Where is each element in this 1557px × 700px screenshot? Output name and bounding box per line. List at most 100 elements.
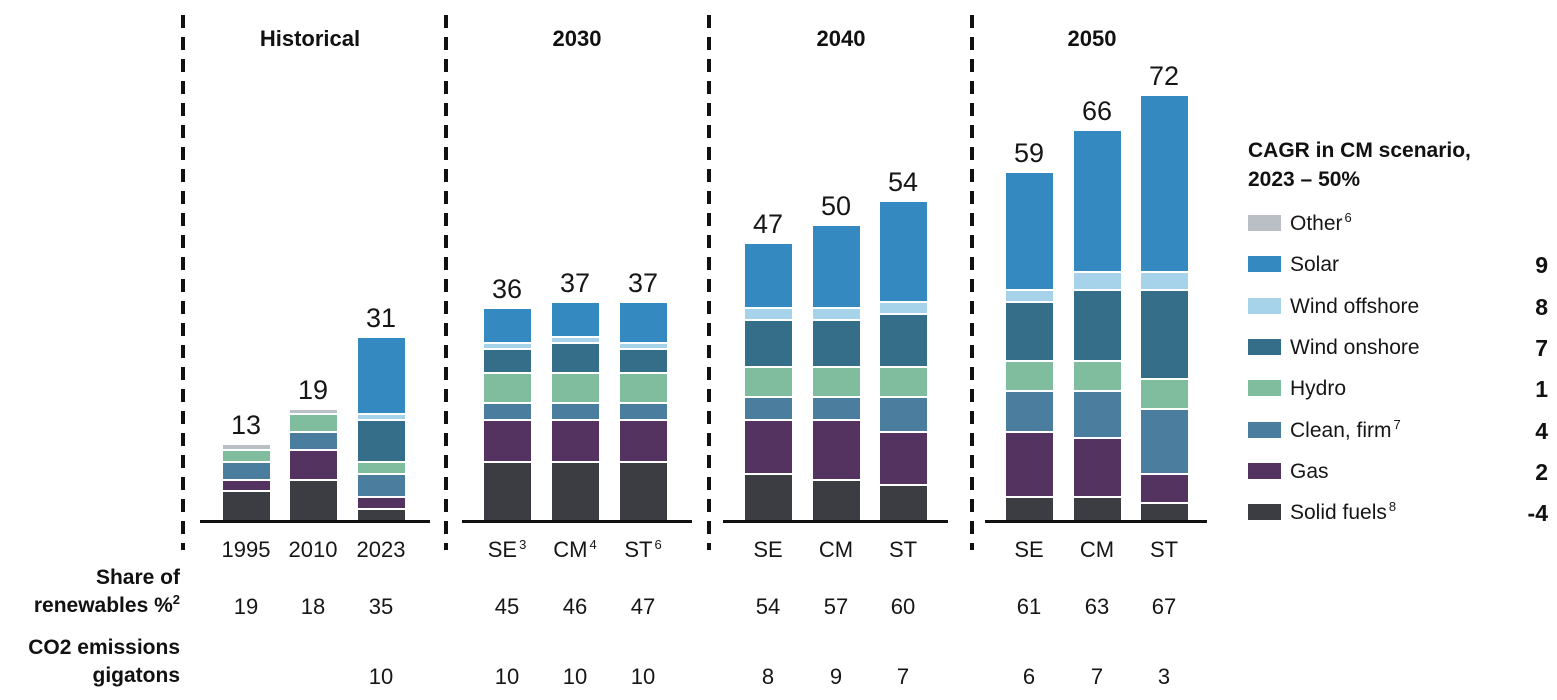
x-tick-label: ST [858, 537, 948, 563]
bar-segment-solid-fuels [812, 480, 860, 520]
bar-segment-solid-fuels [879, 486, 927, 520]
bar-segment-solar [1073, 131, 1121, 272]
axis-line-2040 [723, 520, 948, 523]
bar-segment-wind-onshore [357, 421, 405, 461]
co2-value: 7 [1090, 664, 1104, 689]
bar-segment-hydro [483, 374, 531, 402]
renewables-value: 60 [890, 594, 916, 619]
bar-segment-solid-fuels [222, 492, 270, 520]
legend-cagr-value-wind-offshore: 8 [1535, 293, 1548, 320]
x-tick-label: SE 3 [462, 537, 552, 563]
bar-total-label: 66 [1081, 96, 1113, 127]
label-text: Solid fuels [1290, 501, 1387, 525]
legend-cagr-value-wind-onshore: 7 [1535, 334, 1548, 361]
group-header-historical: Historical [259, 26, 361, 51]
legend-label-hydro: Hydro [1290, 377, 1346, 401]
bar-segment-solid-fuels [1005, 498, 1053, 520]
legend-cagr-value-clean-firm: 4 [1535, 417, 1548, 444]
tick-footnote-marker: 4 [589, 536, 597, 552]
bar-segment-wind-onshore [619, 350, 667, 372]
bar-segment-clean-firm [1140, 409, 1188, 473]
bar-segment-hydro [551, 374, 599, 402]
co2-value: 7 [896, 664, 910, 689]
bar-segment-wind-onshore [879, 314, 927, 367]
label-text: ST [624, 537, 653, 562]
dashed-divider [444, 15, 448, 550]
legend-title-line1: CAGR in CM scenario, [1248, 139, 1471, 162]
bar-segment-hydro [222, 450, 270, 461]
axis-line-2050 [985, 520, 1207, 523]
bar-segment-solid-fuels [1140, 504, 1188, 520]
bar-segment-hydro [812, 368, 860, 396]
bar-segment-other [289, 409, 337, 414]
bar-total-label: 37 [559, 267, 591, 298]
bar-segment-hydro [1140, 379, 1188, 408]
label-text: Other [1290, 212, 1343, 235]
legend-swatch-gas [1248, 462, 1281, 479]
bar-segment-solar [744, 243, 792, 307]
label-text: 2023 [356, 537, 406, 562]
bar-segment-wind-onshore [1073, 291, 1121, 361]
legend-cagr-value-hydro: 1 [1535, 376, 1548, 403]
x-tick-label: ST [1119, 537, 1209, 563]
dashed-divider [181, 15, 185, 550]
co2-value: 10 [630, 664, 656, 689]
renewables-value: 18 [300, 594, 326, 619]
bar-segment-solar [619, 302, 667, 343]
label-text: CM [818, 537, 854, 562]
renewables-row-label-line1: Share of [95, 566, 180, 589]
bar-segment-wind-onshore [551, 344, 599, 372]
bar-segment-wind-offshore [1005, 291, 1053, 301]
renewables-value: 19 [233, 594, 259, 619]
bar-segment-clean-firm [1005, 391, 1053, 432]
co2-value: 9 [829, 664, 843, 689]
bar-segment-solid-fuels [289, 480, 337, 520]
bar-segment-gas [357, 498, 405, 509]
legend-label-solid-fuels: Solid fuels 8 [1290, 499, 1397, 525]
bar-segment-clean-firm [483, 403, 531, 420]
bar-segment-wind-offshore [619, 344, 667, 349]
label-text: Solar [1290, 253, 1340, 277]
bar-segment-solid-fuels [357, 510, 405, 520]
tick-footnote-marker: 6 [654, 536, 662, 552]
legend-footnote-marker: 8 [1388, 499, 1397, 515]
legend-swatch-solar [1248, 256, 1281, 273]
co2-row-label-line1: CO2 emissions [28, 636, 180, 659]
bar-total-label: 36 [491, 273, 523, 304]
bar-segment-gas [1005, 433, 1053, 497]
dashed-divider [970, 15, 974, 550]
legend-swatch-wind-onshore [1248, 338, 1281, 355]
bar-total-label: 47 [752, 208, 784, 239]
legend-label-gas: Gas [1290, 460, 1329, 484]
label-text: Gas [1290, 459, 1329, 483]
bar-segment-clean-firm [619, 403, 667, 420]
bar-segment-solar [551, 302, 599, 337]
bar-segment-clean-firm [879, 397, 927, 432]
bar-segment-wind-offshore [879, 302, 927, 313]
legend-title-line2: 2023 – 50% [1248, 168, 1361, 191]
bar-segment-solar [357, 338, 405, 414]
bar-segment-clean-firm [551, 403, 599, 420]
axis-line-historical [200, 520, 430, 523]
renewables-value: 63 [1084, 594, 1110, 619]
x-tick-label: 2023 [336, 537, 426, 563]
bar-segment-hydro [619, 374, 667, 402]
x-tick-label: CM 4 [530, 537, 620, 563]
co2-row-label-line2: gigatons [92, 664, 181, 687]
label-text: 1995 [221, 537, 271, 562]
group-header-2050: 2050 [1067, 26, 1117, 51]
bar-segment-solid-fuels [483, 462, 531, 520]
renewables-value: 46 [562, 594, 588, 619]
label-text: Wind onshore [1290, 335, 1420, 359]
label-text: CM [1079, 537, 1115, 562]
bar-segment-gas [619, 421, 667, 461]
bar-segment-solid-fuels [1073, 498, 1121, 520]
renewables-value: 57 [823, 594, 849, 619]
bar-segment-clean-firm [1073, 391, 1121, 438]
x-tick-label: CM [791, 537, 881, 563]
co2-value: 8 [761, 664, 775, 689]
renewables-row-label: Share of renewables %2 [8, 564, 180, 620]
legend-swatch-hydro [1248, 380, 1281, 397]
bar-segment-hydro [289, 415, 337, 432]
co2-value: 10 [494, 664, 520, 689]
